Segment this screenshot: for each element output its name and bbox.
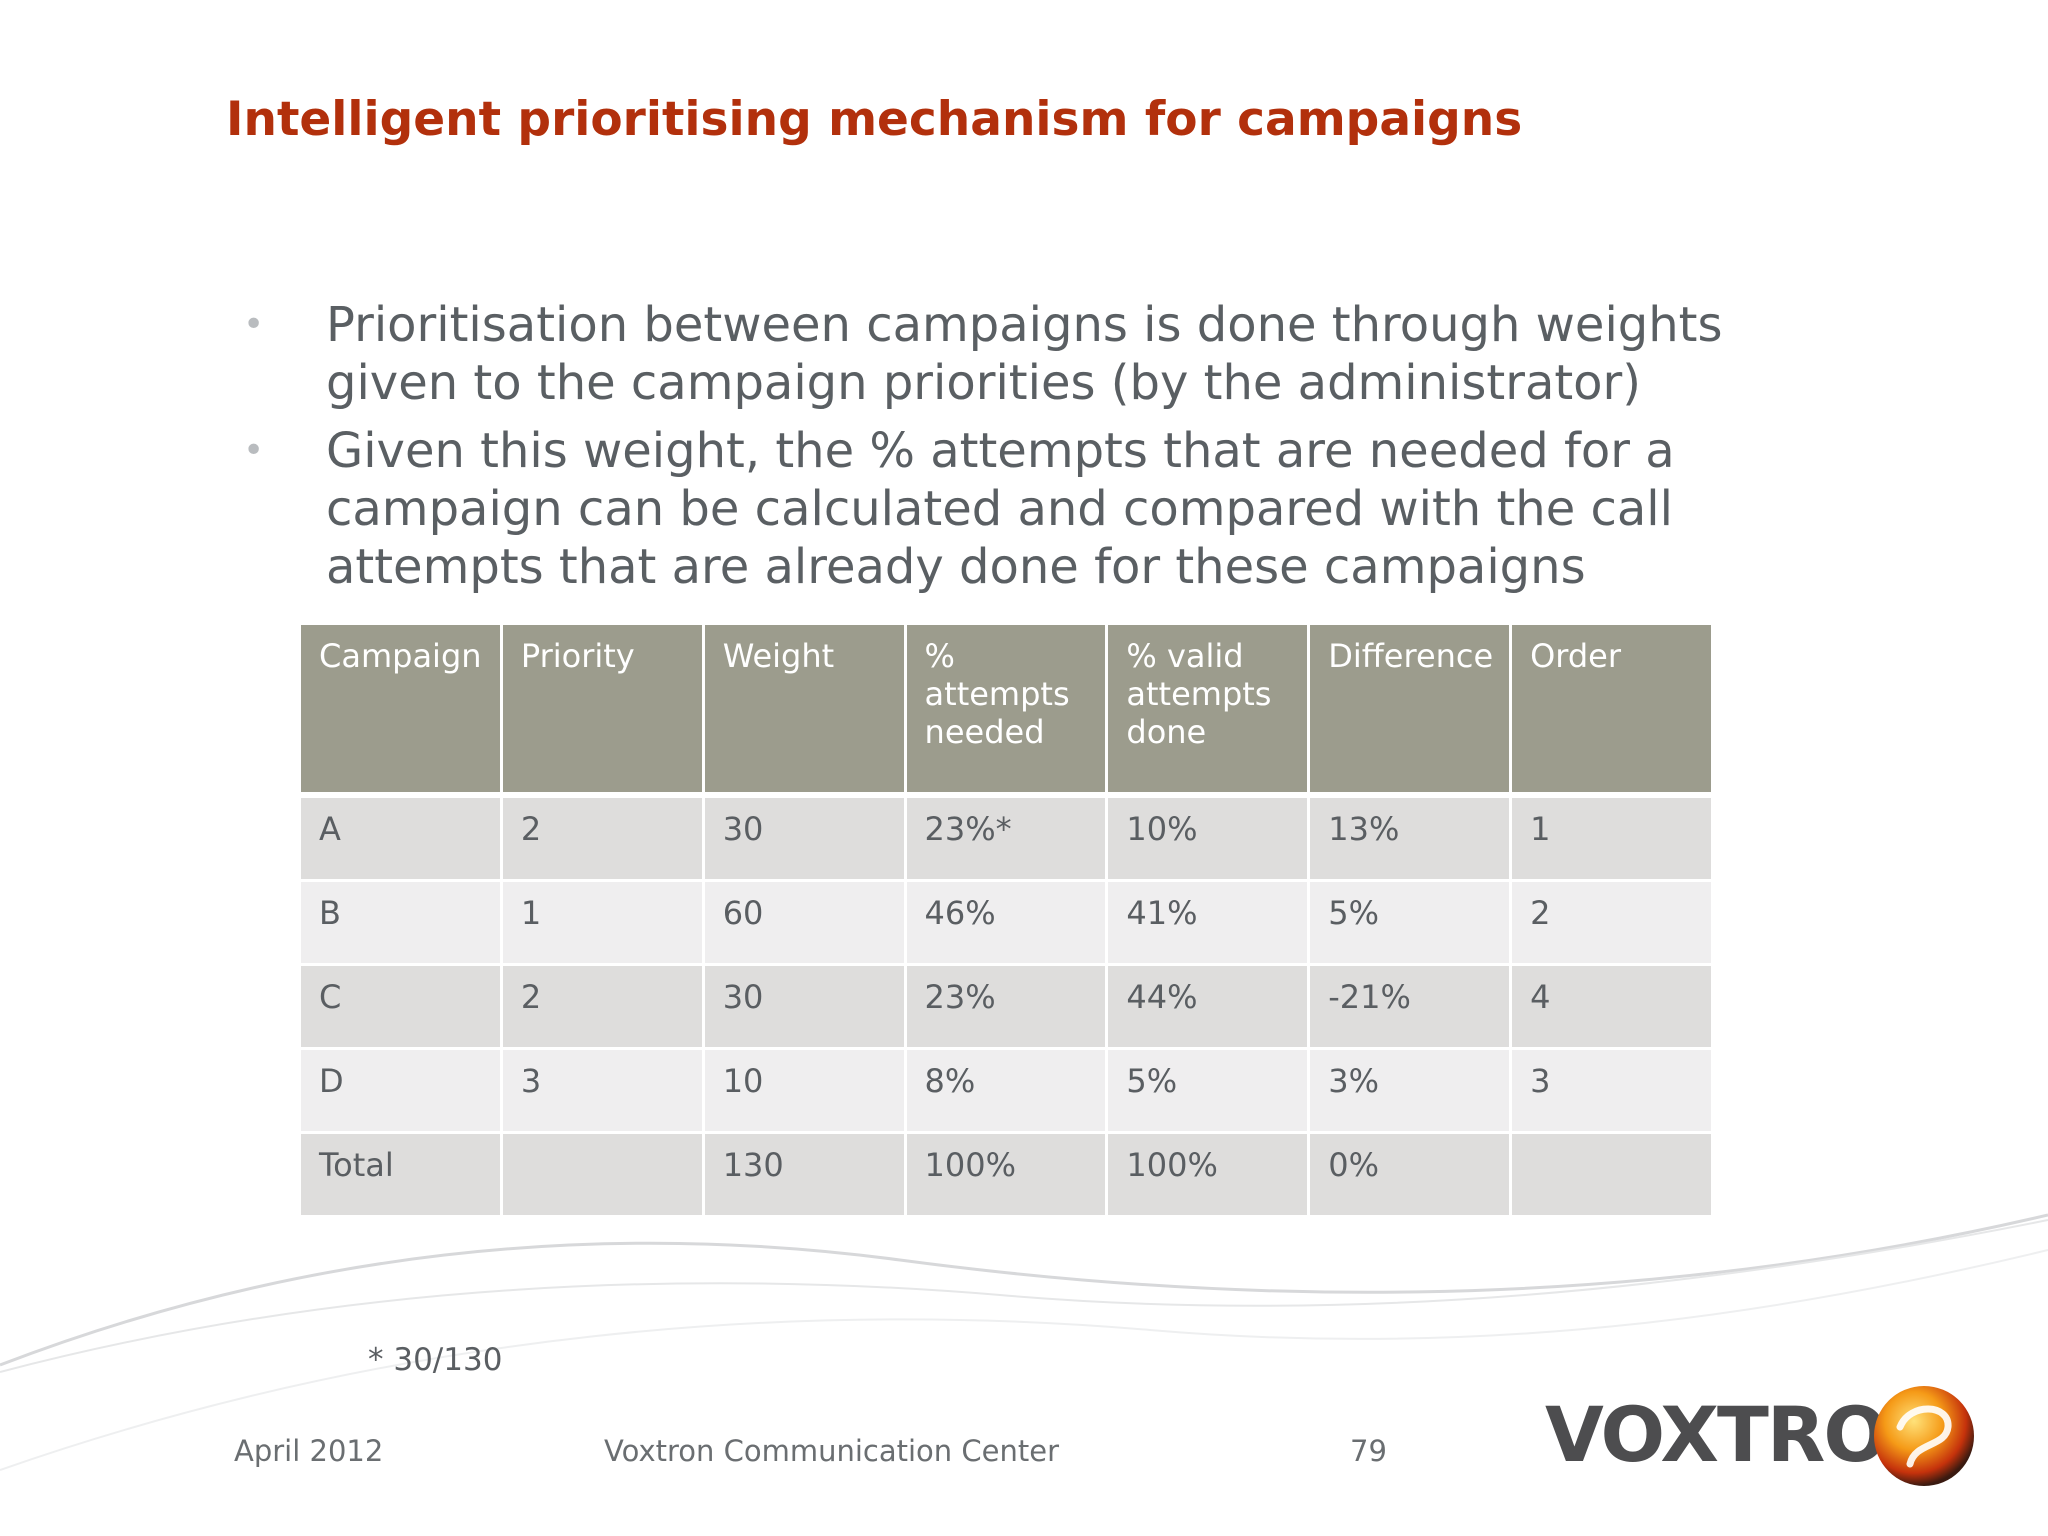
table-cell: Total [298,1131,503,1218]
table-row: B 1 60 46% 41% 5% 2 [298,879,1714,966]
table-cell: -21% [1307,963,1513,1050]
footnote: * 30/130 [368,1342,503,1378]
table-cell [1509,1131,1714,1218]
table-cell: 23% [903,963,1109,1050]
table-cell: C [298,963,503,1050]
table-header-row: Campaign Priority Weight % attempts need… [298,622,1714,798]
table-cell: 41% [1105,879,1311,966]
table-cell: 2 [499,963,705,1050]
table-total-row: Total 130 100% 100% 0% [298,1131,1714,1218]
table-cell: 60 [701,879,907,966]
decorative-swoosh [0,1213,2048,1471]
table-cell: 3 [1509,1047,1714,1134]
bullet-text: Prioritisation between campaigns is done… [326,297,1723,411]
table-cell: 8% [903,1047,1109,1134]
table-cell: 10% [1105,793,1311,882]
bullet-item: • Prioritisation between campaigns is do… [243,296,1803,412]
table-cell: 5% [1105,1047,1311,1134]
table-cell: 10 [701,1047,907,1134]
bullet-item: • Given this weight, the % attempts that… [243,422,1803,596]
campaign-table: Campaign Priority Weight % attempts need… [298,622,1714,1218]
table-cell: 2 [1509,879,1714,966]
table-cell: 46% [903,879,1109,966]
table-cell: 100% [903,1131,1109,1218]
table-row: D 3 10 8% 5% 3% 3 [298,1047,1714,1134]
voxtron-ball-icon [1874,1386,1974,1486]
header-campaign: Campaign [298,622,503,798]
table-cell: 100% [1105,1131,1311,1218]
table-cell: 23%* [903,793,1109,882]
table-cell: 1 [499,879,705,966]
table-cell: 1 [1509,793,1714,882]
footer-center-text: Voxtron Communication Center [604,1434,1059,1468]
page-number: 79 [1350,1434,1387,1468]
bullet-dot-icon: • [243,304,265,345]
voxtron-logo: VOXTRON [1545,1382,1985,1492]
header-weight: Weight [701,622,907,798]
table-cell: 13% [1307,793,1513,882]
table-cell: 30 [701,793,907,882]
header-order: Order [1509,622,1714,798]
header-priority: Priority [499,622,705,798]
table-row: C 2 30 23% 44% -21% 4 [298,963,1714,1050]
bullet-text: Given this weight, the % attempts that a… [326,423,1675,595]
table-cell [499,1131,705,1218]
table-cell: D [298,1047,503,1134]
table-cell: 3 [499,1047,705,1134]
table-cell: 4 [1509,963,1714,1050]
header-valid-attempts-done: % valid attempts done [1105,622,1311,798]
bullet-dot-icon: • [243,430,265,471]
header-attempts-needed: % attempts needed [903,622,1109,798]
table-cell: 44% [1105,963,1311,1050]
bullet-list: • Prioritisation between campaigns is do… [243,296,1803,606]
footer-date: April 2012 [234,1434,384,1468]
table-cell: A [298,793,503,882]
slide-title: Intelligent prioritising mechanism for c… [226,92,1523,147]
table-cell: 3% [1307,1047,1513,1134]
table-row: A 2 30 23%* 10% 13% 1 [298,793,1714,882]
table-cell: 0% [1307,1131,1513,1218]
table-cell: B [298,879,503,966]
table-cell: 30 [701,963,907,1050]
header-difference: Difference [1307,622,1513,798]
table-cell: 5% [1307,879,1513,966]
table-cell: 2 [499,793,705,882]
table-cell: 130 [701,1131,907,1218]
